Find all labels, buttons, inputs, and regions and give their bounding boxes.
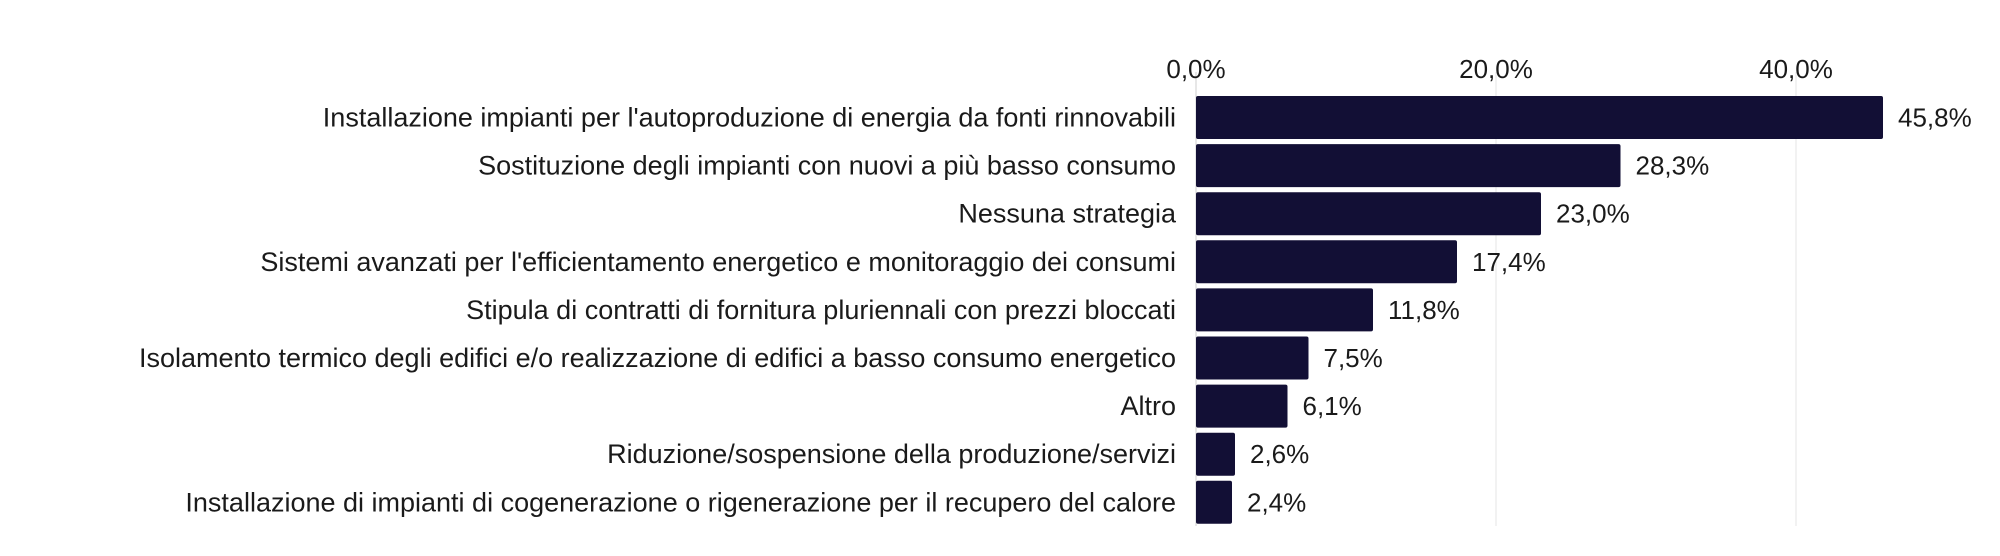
category-labels: Installazione impianti per l'autoproduzi… bbox=[139, 103, 1177, 518]
category-label: Altro bbox=[1120, 391, 1176, 421]
category-label: Sistemi avanzati per l'efficientamento e… bbox=[260, 247, 1176, 277]
bar bbox=[1196, 336, 1309, 380]
value-label: 7,5% bbox=[1324, 343, 1383, 373]
value-label: 11,8% bbox=[1388, 295, 1460, 325]
category-label: Installazione di impianti di cogenerazio… bbox=[185, 487, 1176, 517]
bars bbox=[1196, 96, 1883, 524]
x-tick-label: 20,0% bbox=[1459, 54, 1533, 84]
category-label: Installazione impianti per l'autoproduzi… bbox=[323, 103, 1176, 133]
x-tick-label: 40,0% bbox=[1759, 54, 1833, 84]
value-label: 45,8% bbox=[1898, 103, 1972, 133]
value-labels: 45,8% 28,3%23,0% 17,4% 11,8%7,5% 6,1% 2,6% 2,4… bbox=[1247, 103, 1972, 518]
bar bbox=[1196, 240, 1457, 284]
category-label: Stipula di contratti di fornitura plurie… bbox=[466, 295, 1176, 325]
value-label: 6,1% bbox=[1303, 391, 1362, 421]
value-label: 17,4% bbox=[1472, 247, 1546, 277]
bar bbox=[1196, 384, 1288, 428]
x-tick-label: 0,0% bbox=[1166, 54, 1225, 84]
x-axis-ticks: 0,0% 20,0% 40,0% bbox=[1166, 54, 1833, 84]
value-label: 2,4% bbox=[1247, 487, 1306, 517]
bar bbox=[1196, 144, 1621, 188]
bar bbox=[1196, 192, 1541, 236]
category-label: Sostituzione degli impianti con nuovi a … bbox=[478, 151, 1176, 181]
bar bbox=[1196, 288, 1373, 332]
category-label: Nessuna strategia bbox=[958, 199, 1177, 229]
bar bbox=[1196, 480, 1232, 524]
category-label: Isolamento termico degli edifici e/o rea… bbox=[139, 343, 1176, 373]
value-label: 23,0% bbox=[1556, 199, 1630, 229]
value-label: 2,6% bbox=[1250, 439, 1309, 469]
bar bbox=[1196, 96, 1883, 139]
bar bbox=[1196, 432, 1235, 476]
value-label: 28,3% bbox=[1636, 151, 1710, 181]
category-label: Riduzione/sospensione della produzione/s… bbox=[607, 439, 1176, 469]
